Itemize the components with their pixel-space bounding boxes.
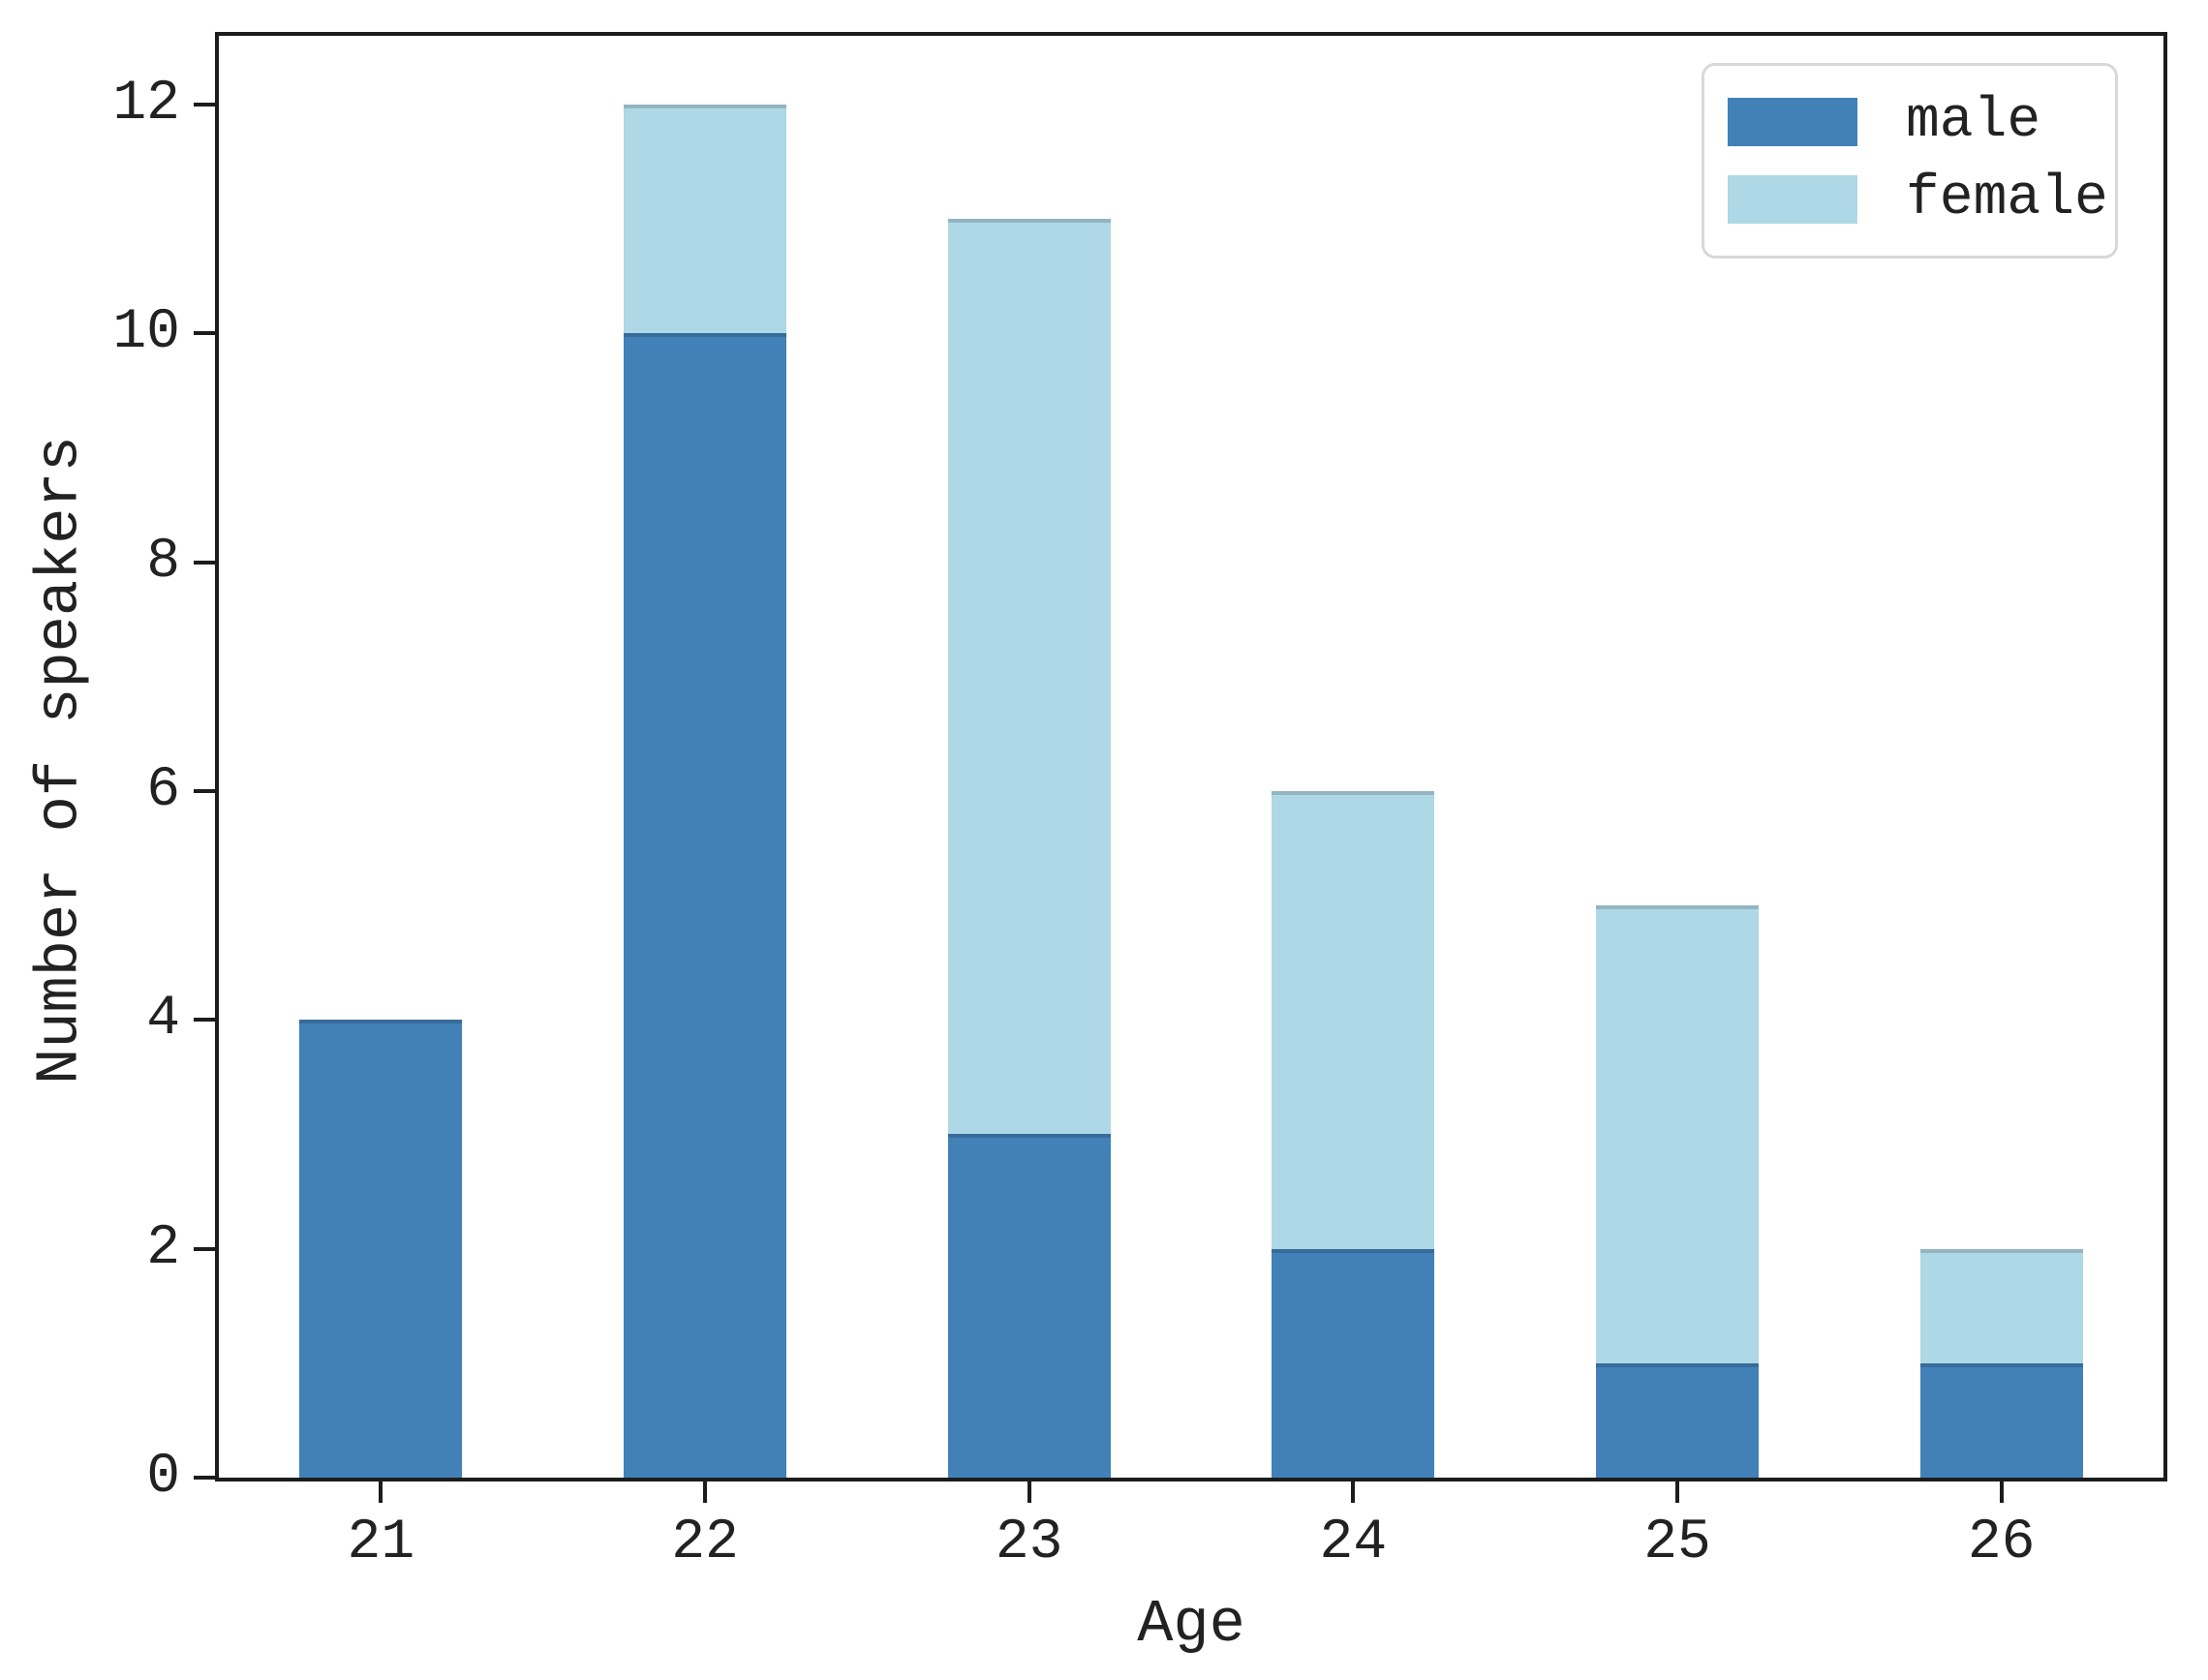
bars-layer: [219, 36, 2163, 1478]
bar-age-24-male: [1272, 1248, 1435, 1478]
y-tick-mark: [194, 1018, 215, 1023]
legend: male female: [1702, 63, 2118, 259]
legend-label-male: male: [1906, 90, 2041, 153]
bar-age-25-female: [1596, 905, 1759, 1363]
bar-age-23-female: [947, 219, 1111, 1135]
y-axis-label: Number of speakers: [25, 436, 95, 1084]
x-tick-label: 24: [1319, 1512, 1388, 1574]
x-tick-mark: [1999, 1481, 2004, 1503]
y-tick-mark: [194, 331, 215, 336]
y-tick-label: 10: [112, 301, 180, 365]
bar-age-22-female: [624, 104, 786, 334]
x-tick-mark: [379, 1481, 383, 1503]
x-tick-mark: [1675, 1481, 1679, 1503]
x-tick-label: 21: [347, 1512, 415, 1574]
bar-age-26-female: [1919, 1248, 2083, 1363]
legend-swatch-male-icon: [1728, 98, 1857, 146]
x-tick-mark: [703, 1481, 707, 1503]
y-tick-label: 2: [146, 1216, 180, 1280]
x-tick-label: 25: [1643, 1512, 1711, 1574]
x-tick-mark: [1351, 1481, 1356, 1503]
x-tick-label: 23: [995, 1512, 1063, 1574]
y-tick-label: 0: [146, 1446, 180, 1509]
legend-swatch-female-icon: [1728, 175, 1857, 224]
bar-age-21-male: [299, 1020, 463, 1478]
legend-label-female: female: [1906, 168, 2108, 230]
x-axis-label: Age: [1137, 1590, 1245, 1659]
y-tick-mark: [194, 1246, 215, 1251]
y-tick-mark: [194, 1476, 215, 1480]
bar-age-25-male: [1596, 1362, 1759, 1478]
legend-item-female: female: [1728, 170, 2108, 229]
y-tick-mark: [194, 788, 215, 793]
x-tick-label: 22: [671, 1512, 739, 1574]
y-tick-mark: [194, 102, 215, 107]
y-tick-label: 12: [112, 72, 180, 136]
bar-age-22-male: [624, 333, 786, 1478]
x-tick-label: 26: [1967, 1512, 2036, 1574]
bar-age-26-male: [1919, 1362, 2083, 1478]
bar-age-23-male: [947, 1134, 1111, 1478]
x-tick-mark: [1027, 1481, 1031, 1503]
legend-item-male: male: [1728, 93, 2092, 151]
plot-area: [215, 32, 2167, 1481]
bar-age-24-female: [1272, 790, 1435, 1249]
y-tick-mark: [194, 560, 215, 565]
